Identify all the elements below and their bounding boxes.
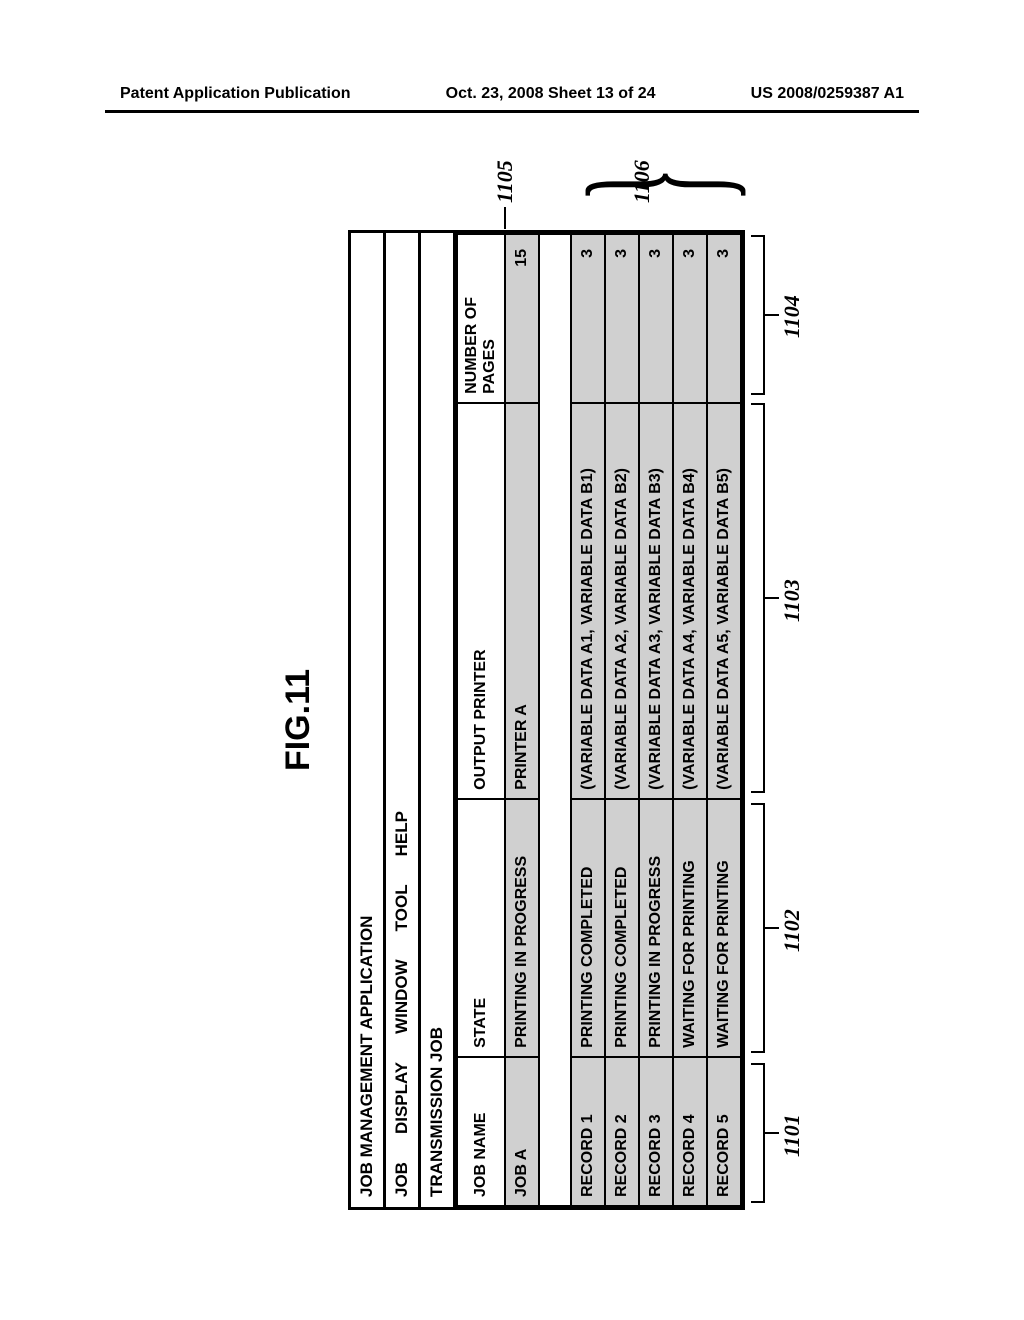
record-state: WAITING FOR PRINTING: [707, 799, 741, 1057]
leader-1105: [504, 207, 506, 229]
bracket-stem-1102: [765, 927, 779, 929]
bracket-1102: [751, 803, 765, 1053]
header-center: Oct. 23, 2008 Sheet 13 of 24: [446, 85, 656, 103]
record-pages: 3: [639, 234, 673, 403]
job-name: JOB A: [505, 1057, 539, 1206]
bracket-1104: [751, 235, 765, 395]
record-name: RECORD 4: [673, 1057, 707, 1206]
table-row[interactable]: RECORD 3 PRINTING IN PROGRESS (VARIABLE …: [639, 234, 673, 1206]
title-bar: JOB MANAGEMENT APPLICATION: [351, 233, 386, 1207]
menu-bar: JOB DISPLAY WINDOW TOOL HELP: [386, 233, 421, 1207]
record-pages: 3: [571, 234, 605, 403]
menu-help[interactable]: HELP: [392, 811, 412, 856]
figure-title: FIG.11: [279, 195, 318, 1245]
figure-container: FIG.11 JOB MANAGEMENT APPLICATION JOB DI…: [279, 195, 745, 1245]
brace-1106: }: [559, 167, 734, 202]
job-state: PRINTING IN PROGRESS: [505, 799, 539, 1057]
col-header-pages: NUMBER OF PAGES: [457, 234, 505, 403]
record-printer: (VARIABLE DATA A3, VARIABLE DATA B3): [639, 403, 673, 799]
record-state: PRINTING COMPLETED: [605, 799, 639, 1057]
record-name: RECORD 1: [571, 1057, 605, 1206]
label-1103: 1103: [779, 579, 805, 622]
label-1101: 1101: [779, 1114, 805, 1157]
menu-job[interactable]: JOB: [392, 1162, 412, 1197]
record-printer: (VARIABLE DATA A2, VARIABLE DATA B2): [605, 403, 639, 799]
record-name: RECORD 3: [639, 1057, 673, 1206]
table-header-row: JOB NAME STATE OUTPUT PRINTER NUMBER OF …: [457, 234, 505, 1206]
label-1105: 1105: [492, 160, 518, 203]
col-header-name: JOB NAME: [457, 1057, 505, 1206]
label-1104: 1104: [779, 295, 805, 338]
col-header-state: STATE: [457, 799, 505, 1057]
record-name: RECORD 2: [605, 1057, 639, 1206]
spacer-row: [539, 234, 571, 1206]
record-name: RECORD 5: [707, 1057, 741, 1206]
label-1102: 1102: [779, 909, 805, 952]
col-header-printer: OUTPUT PRINTER: [457, 403, 505, 799]
label-1106: 1106: [629, 160, 655, 203]
page-header: Patent Application Publication Oct. 23, …: [0, 85, 1024, 103]
job-row[interactable]: JOB A PRINTING IN PROGRESS PRINTER A 15: [505, 234, 539, 1206]
menu-tool[interactable]: TOOL: [392, 884, 412, 931]
record-state: WAITING FOR PRINTING: [673, 799, 707, 1057]
record-printer: (VARIABLE DATA A1, VARIABLE DATA B1): [571, 403, 605, 799]
job-pages: 15: [505, 234, 539, 403]
record-pages: 3: [673, 234, 707, 403]
record-pages: 3: [707, 234, 741, 403]
header-right: US 2008/0259387 A1: [751, 85, 904, 103]
table-row[interactable]: RECORD 5 WAITING FOR PRINTING (VARIABLE …: [707, 234, 741, 1206]
bracket-stem-1103: [765, 597, 779, 599]
header-rule: [105, 110, 919, 113]
bracket-stem-1104: [765, 314, 779, 316]
table-row[interactable]: RECORD 2 PRINTING COMPLETED (VARIABLE DA…: [605, 234, 639, 1206]
record-pages: 3: [605, 234, 639, 403]
table-row[interactable]: RECORD 4 WAITING FOR PRINTING (VARIABLE …: [673, 234, 707, 1206]
menu-window[interactable]: WINDOW: [392, 959, 412, 1034]
table-row[interactable]: RECORD 1 PRINTING COMPLETED (VARIABLE DA…: [571, 234, 605, 1206]
record-state: PRINTING COMPLETED: [571, 799, 605, 1057]
record-state: PRINTING IN PROGRESS: [639, 799, 673, 1057]
job-table: JOB NAME STATE OUTPUT PRINTER NUMBER OF …: [456, 233, 742, 1207]
record-printer: (VARIABLE DATA A5, VARIABLE DATA B5): [707, 403, 741, 799]
job-printer: PRINTER A: [505, 403, 539, 799]
app-window: JOB MANAGEMENT APPLICATION JOB DISPLAY W…: [348, 230, 745, 1210]
bracket-1101: [751, 1063, 765, 1203]
header-left: Patent Application Publication: [120, 85, 351, 103]
subtitle-bar: TRANSMISSION JOB: [421, 233, 456, 1207]
record-printer: (VARIABLE DATA A4, VARIABLE DATA B4): [673, 403, 707, 799]
bracket-stem-1101: [765, 1132, 779, 1134]
menu-display[interactable]: DISPLAY: [392, 1062, 412, 1134]
bracket-1103: [751, 403, 765, 793]
